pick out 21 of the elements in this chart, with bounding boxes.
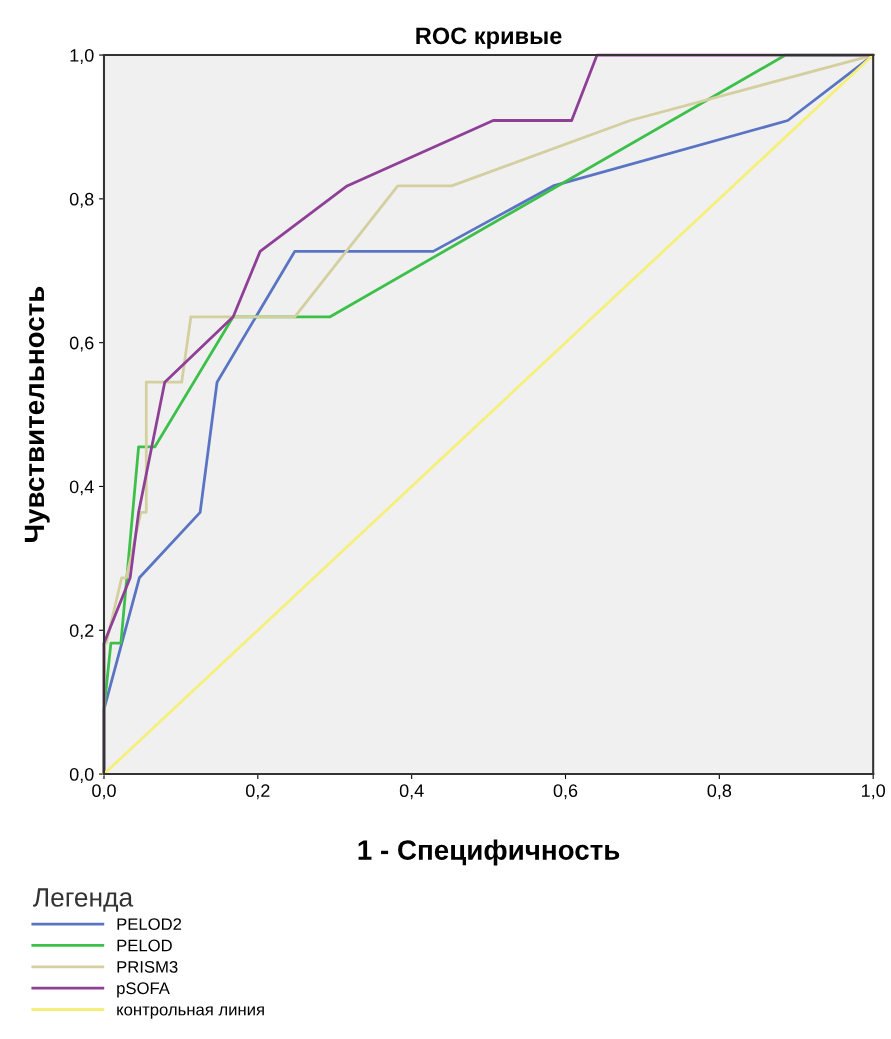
legend-label: PRISM3: [117, 960, 178, 973]
y-tick-label: 0,2: [69, 624, 94, 640]
x-tick-label: 0,2: [245, 784, 270, 800]
x-tick-label: 0,8: [707, 784, 732, 800]
legend-title: Легенда: [33, 888, 134, 912]
x-axis-title: 1 - Специфичность: [358, 839, 620, 866]
y-axis-title: Чувствительность: [24, 286, 50, 542]
y-tick-label: 0,0: [69, 767, 94, 783]
legend-label: pSOFA: [117, 982, 170, 998]
legend-label: PELOD: [117, 939, 172, 952]
x-tick-label: 0,6: [553, 784, 578, 800]
legend-label: PELOD2: [117, 918, 182, 931]
legend-label: контрольная линия: [117, 1006, 264, 1019]
x-tick-label: 0,0: [92, 784, 116, 800]
y-tick-label: 0,6: [69, 336, 94, 352]
y-tick-label: 0,4: [69, 480, 94, 496]
y-tick-label: 0,8: [69, 192, 94, 208]
chart-title: ROC кривые: [416, 27, 562, 49]
x-tick-label: 0,4: [399, 784, 424, 800]
x-tick-label: 1,0: [862, 784, 886, 800]
y-tick-label: 1,0: [70, 49, 94, 64]
